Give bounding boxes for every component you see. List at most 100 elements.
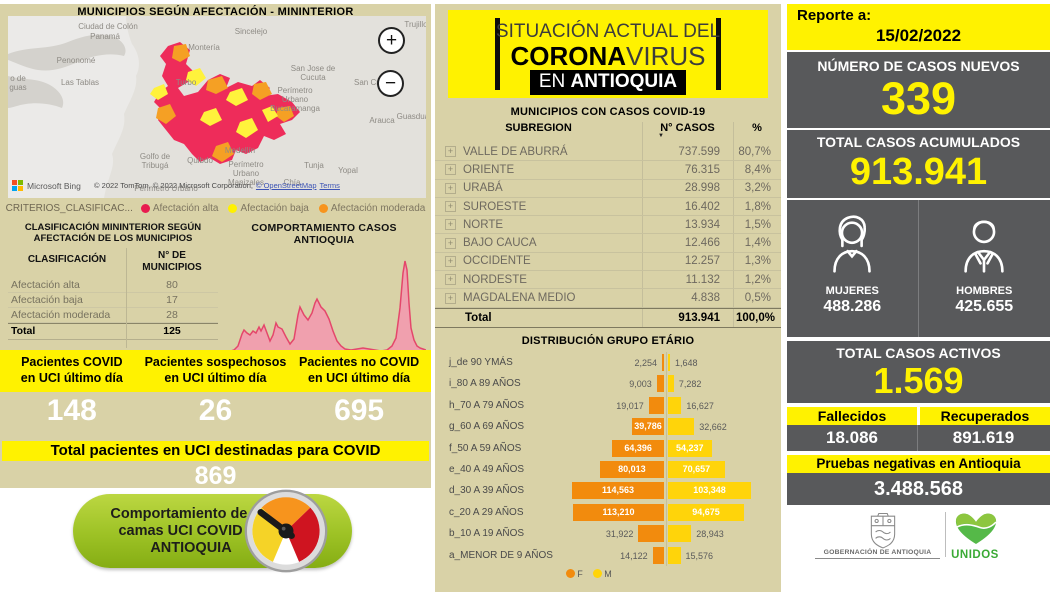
age-group-label: d_30 A 39 AÑOS: [449, 485, 525, 497]
subregion-name: VALLE DE ABURRÁ: [463, 145, 568, 158]
women-cell: MUJERES 488.286: [787, 200, 919, 337]
map-zoom-in-button[interactable]: +: [378, 27, 405, 54]
subregion-cases: 16.402: [684, 200, 720, 213]
total-pct: 100,0%: [735, 312, 775, 324]
expand-plus-icon[interactable]: +: [445, 201, 456, 213]
uci-sospechosos-label: Pacientes sospechosos en UCI último día: [144, 355, 287, 386]
header-line1: SITUACIÓN ACTUAL DEL: [495, 21, 721, 42]
legend-color-dot: [318, 204, 328, 213]
expand-plus-icon[interactable]: +: [445, 237, 456, 249]
map-place-label: Guasdualito: [396, 112, 426, 121]
label-gap: [917, 407, 920, 425]
pyramid-legend: F M: [435, 569, 735, 579]
expand-plus-icon[interactable]: +: [445, 255, 456, 267]
legend-item-label: Afectación baja: [240, 203, 309, 214]
subregion-name: NORDESTE: [463, 273, 527, 286]
attribution-text: © 2022 TomTom, © 2022 Microsoft Corporat…: [94, 181, 253, 190]
recovered-label: Recuperados: [920, 407, 1050, 425]
female-bar: 113,210: [573, 503, 664, 521]
new-cases-label: NÚMERO DE CASOS NUEVOS: [817, 58, 1020, 74]
affectation-map[interactable]: Ciudad de Colón Panamá Penonomé Las Tablas o…: [8, 16, 426, 198]
map-region-moderada: [252, 82, 272, 100]
female-value: 39,786: [634, 421, 662, 432]
terms-link[interactable]: Terms: [319, 181, 340, 190]
map-place-label: Arauca: [369, 116, 395, 125]
subregion-name: URABÁ: [463, 182, 503, 195]
classification-title: CLASIFICACIÓN MININTERIOR SEGÚN AFECTACI…: [24, 222, 202, 245]
subregion-row[interactable]: + URABÁ 28.998 3,2%: [435, 180, 781, 198]
subregion-row[interactable]: + BAJO CAUCA 12.466 1,4%: [435, 234, 781, 253]
subregion-pct: 0,5%: [744, 292, 771, 305]
expand-plus-icon[interactable]: +: [445, 164, 456, 176]
subregion-row[interactable]: + MAGDALENA MEDIO 4.838 0,5%: [435, 289, 781, 308]
women-value: 488.286: [823, 298, 882, 315]
map-region-baja: [150, 84, 168, 100]
subregion-row[interactable]: + ORIENTE 76.315 8,4%: [435, 161, 781, 180]
total-label: Total: [465, 312, 492, 324]
uci-covid-label: Pacientes COVID en UCI último día: [20, 355, 123, 386]
subregion-pct: 80,7%: [738, 145, 771, 158]
map-region-baja: [226, 88, 248, 106]
subregion-cases: 11.132: [685, 273, 720, 286]
age-group-label: e_40 A 49 AÑOS: [449, 463, 525, 475]
map-legend-items: Afectación alta Afectación baja Afectación…: [140, 203, 425, 214]
osm-link[interactable]: © OpenStreetMap: [255, 181, 317, 190]
report-date-box: Reporte a: 15/02/2022: [787, 4, 1050, 50]
classification-value: 80: [166, 278, 178, 291]
expand-plus-icon[interactable]: +: [445, 274, 456, 286]
col-casos[interactable]: N° CASOS ▼: [658, 122, 715, 139]
map-place-label: Las Tablas: [60, 78, 100, 87]
legend-item: Afectación baja: [228, 203, 309, 214]
women-label: MUJERES: [825, 285, 879, 297]
male-value: 7,282: [678, 379, 702, 390]
new-cases-value: 339: [880, 73, 957, 124]
map-zoom-out-button[interactable]: −: [377, 70, 404, 97]
male-value: 32,662: [699, 422, 727, 433]
subregion-cases: 12.257: [684, 255, 720, 268]
total-cases-label: TOTAL CASOS ACUMULADOS: [816, 134, 1021, 150]
map-geography: [8, 16, 426, 198]
subregion-pct: 1,4%: [744, 237, 771, 250]
subregion-row[interactable]: + OCCIDENTE 12.257 1,3%: [435, 253, 781, 272]
uci-values-row: 148 26 695: [0, 394, 431, 428]
map-region-moderada: [276, 106, 294, 122]
expand-plus-icon[interactable]: +: [445, 219, 456, 231]
negative-tests-value: 3.488.568: [787, 473, 1050, 505]
subregion-row[interactable]: + NORDESTE 11.132 1,2%: [435, 271, 781, 290]
col-pct[interactable]: %: [752, 122, 762, 134]
subregion-row[interactable]: + SUROESTE 16.402 1,8%: [435, 198, 781, 217]
subregion-table-header: SUBREGION N° CASOS ▼ %: [435, 122, 781, 142]
subregion-row[interactable]: + VALLE DE ABURRÁ 737.599 80,7%: [435, 143, 781, 162]
gender-box: MUJERES 488.286 HOMBRES 425.655: [787, 200, 1050, 337]
male-bar: [668, 525, 692, 543]
expand-plus-icon[interactable]: +: [445, 182, 456, 194]
classification-col2: N° DE MUNICIPIOS: [142, 249, 202, 273]
bing-logo: Microsoft Bing: [12, 180, 81, 191]
pyramid-row: 14,122 15,576 a_MENOR DE 9 AÑOS: [435, 545, 781, 566]
map-region-moderada: [156, 104, 176, 124]
total-casos: 913.941: [678, 312, 720, 324]
subregion-cases: 28.998: [684, 182, 720, 195]
subregion-name: OCCIDENTE: [463, 255, 531, 268]
header-left-bar: [495, 18, 500, 90]
pyramid-title: DISTRIBUCIÓN GRUPO ETÁRIO: [521, 335, 695, 347]
microsoft-logo-icon: [12, 180, 23, 191]
subregion-pct: 1,3%: [744, 255, 771, 268]
active-cases-box: TOTAL CASOS ACTIVOS 1.569: [787, 341, 1050, 403]
col-subregion[interactable]: SUBREGION: [505, 122, 572, 134]
age-group-label: g_60 A 69 AÑOS: [449, 421, 525, 433]
expand-plus-icon[interactable]: +: [445, 292, 456, 304]
legend-f-label: F: [577, 569, 583, 579]
men-value: 425.655: [955, 298, 1014, 315]
map-place-label: Chía: [283, 178, 301, 187]
classification-label: Afectación baja: [11, 293, 83, 306]
female-value: 9,003: [629, 379, 652, 390]
pyramid-row: 9,003 7,282 i_80 A 89 AÑOS: [435, 373, 781, 394]
subregion-rows: + VALLE DE ABURRÁ 737.599 80,7% + ORIENTE 76.3…: [435, 143, 781, 308]
male-value: 94,675: [692, 506, 720, 517]
expand-plus-icon[interactable]: +: [445, 146, 456, 158]
uci-nocovid-label: Pacientes no COVID en UCI último día: [299, 355, 420, 386]
subregion-row[interactable]: + NORTE 13.934 1,5%: [435, 216, 781, 235]
male-value: 1,648: [675, 358, 698, 368]
map-place-label: Turbo: [175, 78, 197, 87]
